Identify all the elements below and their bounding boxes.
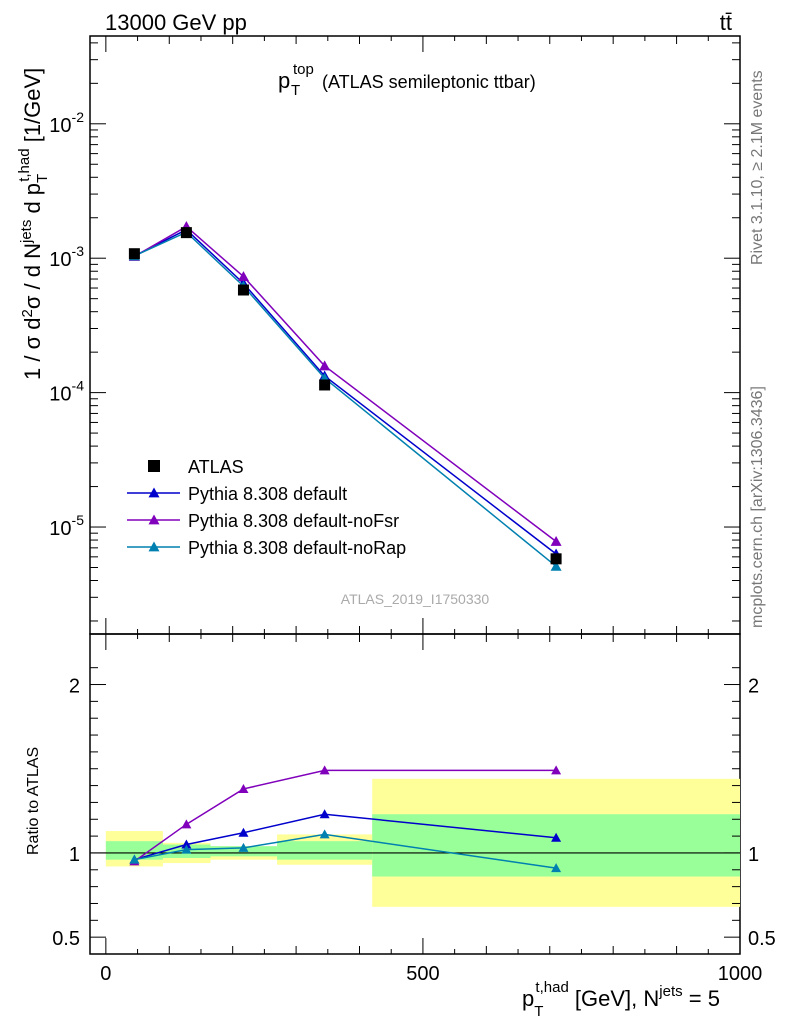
green-band [277,841,373,860]
ratio-marker [238,827,249,837]
legend-label: Pythia 8.308 default-noRap [188,538,406,558]
ratio-marker [181,819,192,829]
ratio-marker [181,844,192,854]
y-tick-label: 10-5 [49,512,84,540]
data-point [550,553,562,565]
ratio-marker [129,854,140,864]
ratio-marker [238,783,249,793]
axes: 0 500 1000 10-2 10-3 10-4 10-5 0.5 0.5 1 1 2 2 [49,36,776,985]
data-point [128,248,140,260]
x-tick-label: 500 [406,963,439,985]
series-marker [237,271,249,281]
mcplots-label: mcplots.cern.ch [arXiv:1306.3436] [749,386,766,628]
ratio-marker [181,839,192,849]
rivet-label: Rivet 3.1.10, ≥ 2.1M events [749,70,766,265]
legend-marker [148,487,160,498]
y-axis-label: 1 / σ d2σ / d Njets d pTt,had [1/GeV] [16,68,51,380]
x-axis-label: pTt,had [GeV], Njets = 5 [522,979,720,1020]
ratio-marker [551,765,562,775]
legend-label: ATLAS [188,457,244,477]
data-point [237,284,249,296]
legend: ATLAS Pythia 8.308 default Pythia 8.308 de… [127,457,406,558]
plot-title: p T top (ATLAS semileptonic ttbar) [278,61,536,99]
ratio-marker [238,842,249,852]
legend-label: Pythia 8.308 default-noFsr [188,511,399,531]
ratio-y-axis-label: Ratio to ATLAS [25,747,42,855]
ratio-marker [551,832,562,842]
ratio-y-tick-label: 1 [69,844,80,866]
series-line [134,228,557,555]
process-label: tt̄ [720,10,732,35]
y-tick-label: 10-2 [49,109,84,137]
energy-label: 13000 GeV pp [105,10,247,35]
ratio-marker [319,765,330,775]
plot-title-sub: T [291,82,300,99]
legend-marker [148,460,160,472]
series-marker [550,560,562,571]
ratio-y-tick-label: 2 [69,676,80,698]
ratio-y-tick-label-right: 2 [748,676,759,698]
data-point [319,379,331,391]
ratio-y-tick-label-right: 1 [748,844,759,866]
series-marker [550,536,562,546]
x-tick-label: 1000 [718,963,763,985]
legend-marker [148,541,160,552]
legend-label: Pythia 8.308 default [188,484,347,504]
series-layer [128,221,562,873]
y-tick-label: 10-4 [49,378,84,406]
ratio-y-tick-label-right: 0.5 [748,928,776,950]
series-marker [319,360,331,371]
plot-title-rest: (ATLAS semileptonic ttbar) [322,72,536,92]
plot-title-main: p [278,68,290,93]
y-tick-label: 10-3 [49,243,84,271]
data-point [180,227,192,239]
legend-marker [148,514,160,525]
plot-title-sup: top [293,61,314,78]
ratio-marker [551,863,562,873]
ratio-marker [319,829,330,839]
ratio-marker [319,809,330,819]
watermark: ATLAS_2019_I1750330 [341,591,490,607]
ratio-y-tick-label: 0.5 [52,928,80,950]
x-tick-label: 0 [100,963,111,985]
